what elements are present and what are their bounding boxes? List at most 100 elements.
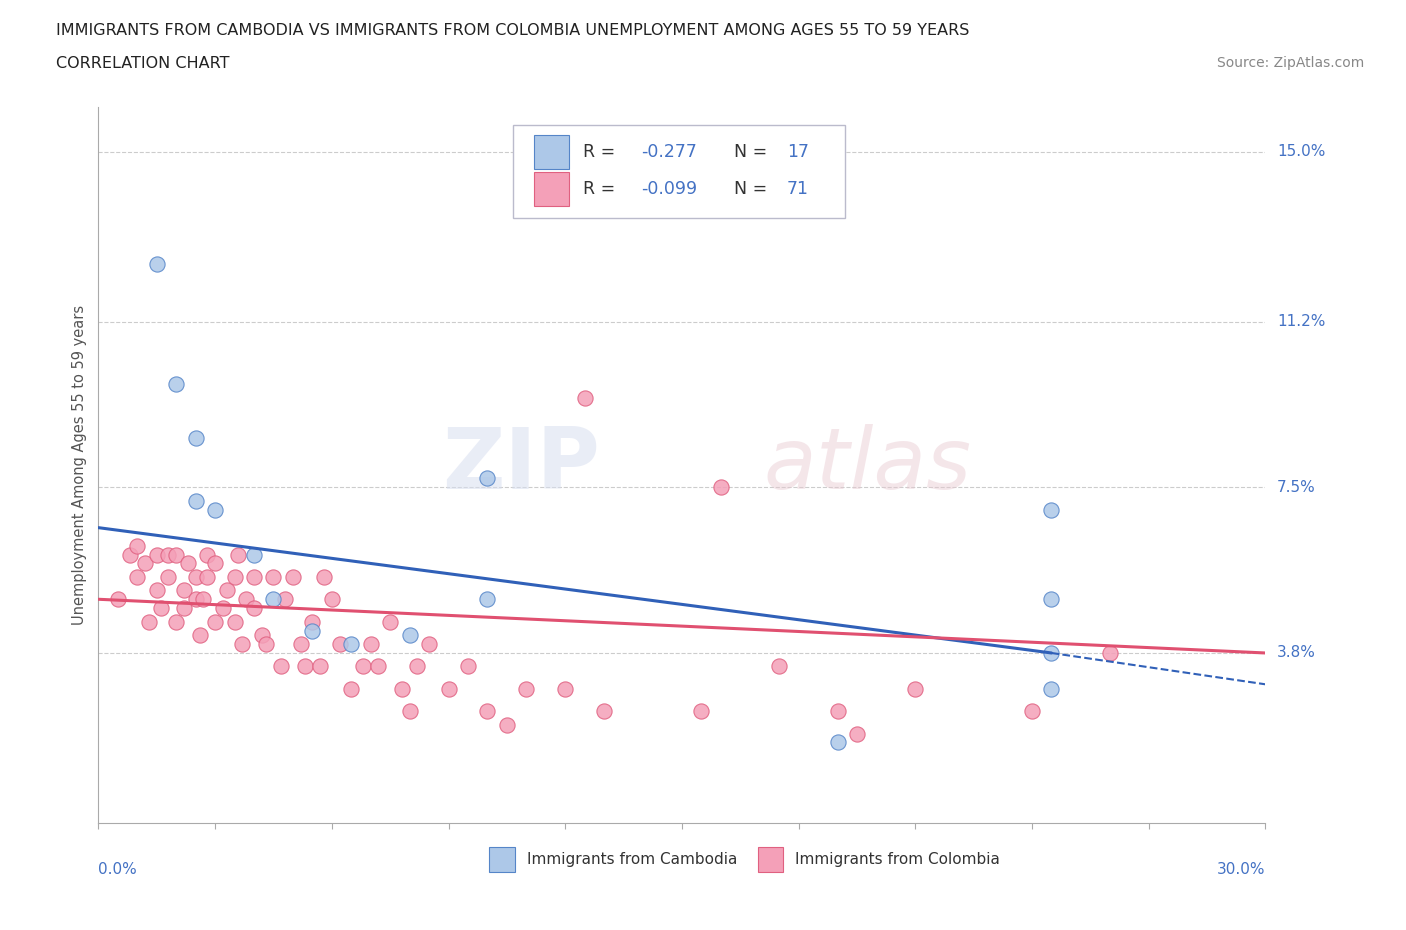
- Text: 17: 17: [787, 143, 808, 161]
- Text: Immigrants from Cambodia: Immigrants from Cambodia: [527, 852, 737, 867]
- Point: [340, 637, 363, 652]
- Point: [309, 659, 332, 674]
- Point: [134, 556, 156, 571]
- Point: [224, 569, 246, 584]
- Point: [1098, 645, 1121, 660]
- Point: [157, 569, 180, 584]
- Point: [149, 601, 172, 616]
- Point: [477, 704, 499, 719]
- Point: [554, 682, 576, 697]
- Bar: [534, 172, 568, 206]
- Point: [1040, 645, 1063, 660]
- Text: -0.277: -0.277: [641, 143, 697, 161]
- Point: [1040, 682, 1063, 697]
- Point: [165, 547, 187, 562]
- Point: [398, 628, 420, 643]
- Point: [352, 659, 374, 674]
- Point: [281, 569, 304, 584]
- Point: [184, 431, 207, 445]
- Point: [367, 659, 389, 674]
- Point: [262, 569, 284, 584]
- Point: [173, 583, 195, 598]
- Point: [107, 591, 129, 606]
- Point: [138, 614, 160, 629]
- Point: [188, 628, 211, 643]
- Point: [290, 637, 312, 652]
- Point: [846, 726, 869, 741]
- Point: [329, 637, 352, 652]
- Text: N =: N =: [734, 180, 773, 198]
- FancyBboxPatch shape: [513, 125, 845, 218]
- Text: N =: N =: [734, 143, 773, 161]
- Bar: [534, 135, 568, 169]
- Point: [262, 591, 284, 606]
- Point: [157, 547, 180, 562]
- Point: [204, 556, 226, 571]
- Point: [904, 682, 927, 697]
- Point: [321, 591, 343, 606]
- Point: [437, 682, 460, 697]
- Point: [496, 717, 519, 732]
- Point: [193, 591, 215, 606]
- Point: [243, 547, 266, 562]
- Text: atlas: atlas: [763, 423, 972, 507]
- Point: [1040, 591, 1063, 606]
- Point: [1021, 704, 1043, 719]
- Point: [398, 704, 420, 719]
- Point: [195, 569, 218, 584]
- Bar: [758, 846, 783, 871]
- Point: [195, 547, 218, 562]
- Point: [1040, 502, 1063, 517]
- Point: [184, 494, 207, 509]
- Point: [177, 556, 200, 571]
- Point: [250, 628, 273, 643]
- Point: [165, 377, 187, 392]
- Text: R =: R =: [582, 143, 620, 161]
- Text: 71: 71: [787, 180, 808, 198]
- Point: [710, 480, 733, 495]
- Text: 3.8%: 3.8%: [1277, 645, 1316, 660]
- Point: [231, 637, 253, 652]
- Point: [406, 659, 429, 674]
- Point: [418, 637, 440, 652]
- Text: 7.5%: 7.5%: [1277, 480, 1316, 495]
- Point: [146, 583, 169, 598]
- Text: CORRELATION CHART: CORRELATION CHART: [56, 56, 229, 71]
- Text: Immigrants from Colombia: Immigrants from Colombia: [796, 852, 1000, 867]
- Point: [380, 614, 402, 629]
- Point: [391, 682, 413, 697]
- Text: 11.2%: 11.2%: [1277, 314, 1326, 329]
- Point: [690, 704, 713, 719]
- Point: [215, 583, 238, 598]
- Point: [228, 547, 250, 562]
- Point: [574, 391, 596, 405]
- Point: [146, 547, 169, 562]
- Point: [827, 704, 849, 719]
- Point: [827, 735, 849, 750]
- Point: [127, 569, 149, 584]
- Point: [254, 637, 277, 652]
- Point: [173, 601, 195, 616]
- Point: [457, 659, 479, 674]
- Text: IMMIGRANTS FROM CAMBODIA VS IMMIGRANTS FROM COLOMBIA UNEMPLOYMENT AMONG AGES 55 : IMMIGRANTS FROM CAMBODIA VS IMMIGRANTS F…: [56, 23, 970, 38]
- Point: [515, 682, 537, 697]
- Point: [224, 614, 246, 629]
- Point: [477, 471, 499, 485]
- Y-axis label: Unemployment Among Ages 55 to 59 years: Unemployment Among Ages 55 to 59 years: [72, 305, 87, 625]
- Point: [204, 614, 226, 629]
- Bar: [489, 846, 515, 871]
- Point: [184, 569, 207, 584]
- Point: [243, 569, 266, 584]
- Text: R =: R =: [582, 180, 620, 198]
- Text: Source: ZipAtlas.com: Source: ZipAtlas.com: [1216, 56, 1364, 70]
- Text: 15.0%: 15.0%: [1277, 144, 1326, 159]
- Point: [204, 502, 226, 517]
- Text: 0.0%: 0.0%: [98, 862, 138, 877]
- Point: [312, 569, 335, 584]
- Point: [360, 637, 382, 652]
- Point: [294, 659, 316, 674]
- Point: [165, 614, 187, 629]
- Point: [146, 256, 169, 271]
- Point: [243, 601, 266, 616]
- Text: -0.099: -0.099: [641, 180, 697, 198]
